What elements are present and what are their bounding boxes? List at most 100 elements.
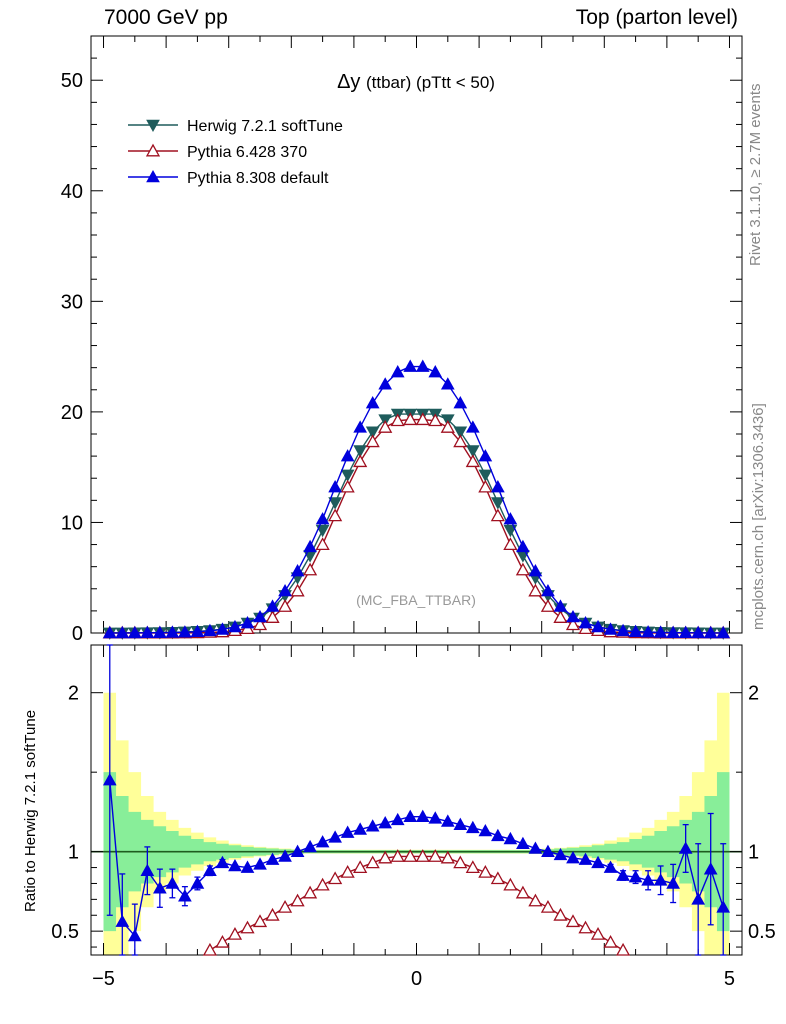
ratio-marker-0 [515, 885, 531, 899]
main-marker-0 [340, 469, 355, 482]
ratio-marker-0 [590, 926, 606, 940]
main-marker-1 [503, 537, 518, 551]
main-marker-1 [315, 537, 330, 551]
main-marker-1 [252, 617, 268, 631]
main-marker-1 [553, 610, 568, 623]
main-marker-1 [540, 599, 556, 612]
main-y-tick-label: 0 [72, 623, 83, 645]
main-marker-1 [353, 454, 368, 468]
main-marker-1 [390, 413, 405, 427]
ratio-marker-1 [465, 820, 480, 834]
header-left: 7000 GeV pp [104, 6, 228, 29]
main-marker-1 [428, 413, 443, 427]
ratio-marker-1 [265, 852, 280, 865]
ratio-y-tick-label-right: 1 [748, 842, 759, 864]
main-marker-2 [453, 396, 468, 409]
main-marker-2 [516, 539, 530, 553]
ratio-marker-1 [703, 862, 718, 875]
main-marker-0 [491, 497, 505, 510]
ratio-marker-1 [190, 876, 205, 889]
ratio-marker-1 [653, 873, 668, 886]
main-marker-0 [503, 524, 518, 538]
main-marker-1 [277, 599, 293, 612]
main-marker-0 [465, 445, 480, 458]
ratio-marker-1 [127, 928, 142, 942]
main-marker-1 [465, 454, 480, 468]
legend-label-0: Herwig 7.2.1 softTune [187, 118, 343, 135]
main-marker-2 [503, 512, 518, 525]
main-marker-1 [478, 479, 493, 493]
main-marker-1 [415, 412, 430, 426]
main-marker-2 [553, 599, 568, 612]
main-marker-2 [165, 625, 180, 638]
main-marker-1 [528, 583, 543, 597]
main-marker-1 [453, 434, 468, 448]
ratio-marker-0 [265, 907, 280, 921]
main-marker-1 [378, 420, 393, 433]
main-marker-2 [303, 539, 317, 553]
ratio-marker-0 [415, 849, 430, 862]
main-marker-2 [566, 609, 580, 623]
main-marker-2 [253, 609, 267, 623]
ratio-marker-0 [553, 907, 568, 921]
watermark: (MC_FBA_TTBAR) [356, 592, 476, 608]
main-marker-2 [478, 449, 493, 462]
ratio-marker-1 [578, 852, 593, 865]
ratio-marker-0 [490, 871, 505, 885]
ratio-marker-0 [240, 920, 255, 934]
main-marker-2 [328, 480, 342, 493]
main-marker-2 [703, 625, 718, 639]
ratio-x-tick-label: −5 [92, 968, 115, 990]
main-marker-2 [127, 625, 142, 639]
ratio-marker-0 [340, 864, 355, 878]
ratio-marker-1 [716, 900, 731, 913]
main-marker-1 [565, 617, 581, 631]
main-marker-1 [265, 610, 280, 623]
ratio-marker-1 [541, 844, 555, 857]
main-marker-2 [265, 599, 280, 612]
main-y-tick-label: 20 [61, 402, 83, 424]
ratio-marker-0 [528, 893, 543, 907]
main-marker-1 [490, 508, 505, 522]
ratio-marker-1 [415, 809, 430, 822]
ratio-marker-0 [353, 860, 368, 874]
ratio-series-line-0 [209, 855, 624, 951]
ratio-marker-0 [252, 914, 268, 928]
ratio-y-tick-label-left: 2 [68, 683, 79, 705]
ratio-frame [90, 644, 743, 956]
main-marker-2 [102, 625, 117, 639]
ratio-marker-0 [290, 893, 305, 907]
ratio-y-tick-label-left: 1 [68, 842, 79, 864]
ratio-marker-0 [390, 849, 405, 862]
ratio-marker-0 [365, 855, 380, 869]
ratio-marker-1 [566, 850, 580, 864]
main-y-tick-label: 30 [61, 291, 83, 313]
main-marker-0 [365, 426, 380, 439]
ratio-marker-1 [603, 860, 618, 873]
main-marker-2 [653, 625, 668, 638]
main-marker-2 [465, 420, 480, 433]
main-marker-2 [240, 616, 255, 629]
ratio-marker-1 [203, 863, 217, 877]
ratio-marker-0 [315, 877, 330, 891]
ratio-panel: 0.5 0.5 1 1 2 2 −5 0 5 [51, 644, 776, 990]
ratio-marker-1 [478, 823, 493, 837]
legend-marker-1 [145, 143, 161, 157]
main-marker-2 [140, 625, 155, 638]
main-marker-1 [365, 434, 380, 448]
main-marker-2 [591, 619, 605, 633]
ratio-marker-0 [565, 914, 581, 928]
ratio-marker-1 [228, 858, 242, 872]
ratio-marker-1 [503, 831, 518, 845]
ratio-band-outer [103, 692, 730, 955]
ratio-marker-1 [378, 816, 393, 829]
ratio-marker-1 [153, 881, 167, 894]
legend-label-1: Pythia 6.428 370 [187, 144, 307, 161]
main-y-tick-label: 40 [61, 181, 83, 203]
ratio-marker-0 [603, 934, 618, 948]
ratio-marker-1 [278, 849, 292, 862]
main-marker-2 [178, 625, 192, 638]
ratio-marker-1 [428, 811, 443, 824]
main-marker-0 [478, 469, 493, 482]
